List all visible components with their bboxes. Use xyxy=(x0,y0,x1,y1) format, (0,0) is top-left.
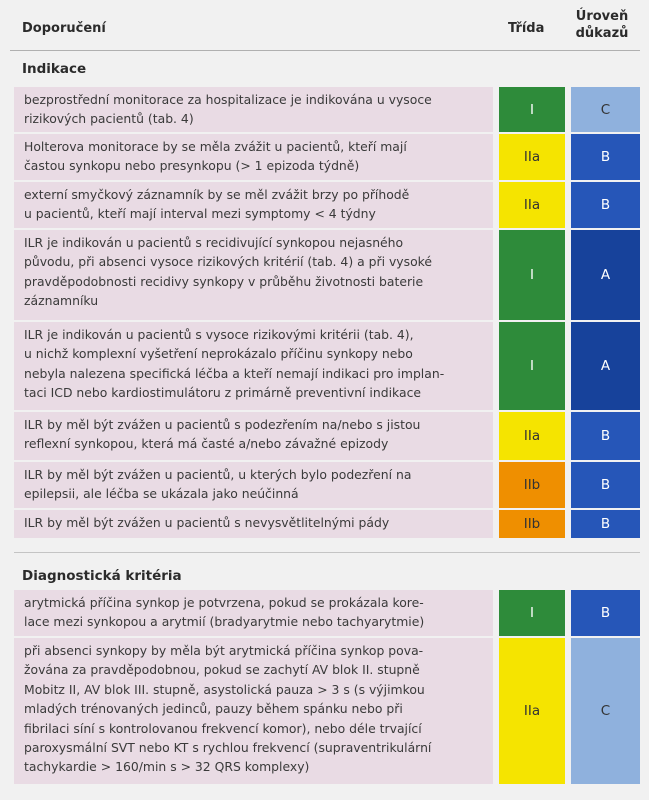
recommendation-text-line: lace mezi synkopou a arytmií (bradyarytm… xyxy=(24,614,425,630)
recommendation-text: externí smyčkový záznamník by se měl zvá… xyxy=(14,182,493,228)
recommendation-text-line: ILR je indikován u pacientů s vysoce riz… xyxy=(24,327,414,342)
recommendation-text-line: původu, při absenci vysoce rizikových kr… xyxy=(24,254,433,270)
recommendation-text: Holterova monitorace by se měla zvážit u… xyxy=(14,134,493,180)
class-cell: IIb xyxy=(499,510,565,538)
class-cell: I xyxy=(499,322,565,410)
class-cell: I xyxy=(499,590,565,636)
evidence-level-cell: B xyxy=(571,590,640,636)
recommendation-text-line: fibrilaci síní s kontrolovanou frekvencí… xyxy=(24,720,422,736)
recommendation-text-line: rizikových pacientů (tab. 4) xyxy=(24,111,194,127)
class-cell: I xyxy=(499,230,565,320)
recommendation-text-line: tachykardie > 160/min s > 32 QRS komplex… xyxy=(24,759,310,775)
evidence-level-cell: B xyxy=(571,182,640,228)
table-row: při absenci synkopy by měla být arytmick… xyxy=(14,638,640,784)
column-header-recommendations: Doporučení xyxy=(22,21,106,36)
table-row: bezprostřední monitorace za hospitalizac… xyxy=(14,87,640,132)
recommendation-text-line: ILR by měl být zvážen u pacientů, u kter… xyxy=(24,467,412,482)
recommendation-text-line: nebyla nalezena specifická léčba a kteří… xyxy=(24,365,445,381)
class-cell: IIa xyxy=(499,412,565,460)
table-row: Holterova monitorace by se měla zvážit u… xyxy=(14,134,640,180)
section-title: Indikace xyxy=(22,61,87,77)
evidence-level-cell: B xyxy=(571,510,640,538)
recommendation-text-line: externí smyčkový záznamník by se měl zvá… xyxy=(24,187,410,202)
recommendation-text-line: při absenci synkopy by měla být arytmick… xyxy=(24,643,424,658)
recommendation-text-line: ILR by měl být zvážen u pacientů s podez… xyxy=(24,417,421,432)
recommendation-text-line: mladých trénovaných jedinců, pauzy během… xyxy=(24,701,403,717)
section-title: Diagnostická kritéria xyxy=(22,568,182,584)
evidence-level-cell: A xyxy=(571,322,640,410)
class-cell: IIb xyxy=(499,462,565,508)
recommendation-text-line: ILR by měl být zvážen u pacientů s nevys… xyxy=(24,515,390,530)
recommendation-text: ILR je indikován u pacientů s recidivují… xyxy=(14,230,493,320)
recommendation-text-line: bezprostřední monitorace za hospitalizac… xyxy=(24,92,432,107)
recommendation-text-line: pravděpodobnosti recidivy synkopy v průb… xyxy=(24,273,424,289)
recommendation-text: ILR by měl být zvážen u pacientů s podez… xyxy=(14,412,493,460)
evidence-level-cell: C xyxy=(571,87,640,132)
recommendation-text-line: u pacientů, kteří mají interval mezi sym… xyxy=(24,206,376,222)
recommendation-text-line: epilepsii, ale léčba se ukázala jako neú… xyxy=(24,486,299,502)
table-row: ILR je indikován u pacientů s recidivují… xyxy=(14,230,640,320)
table-row: ILR by měl být zvážen u pacientů, u kter… xyxy=(14,462,640,508)
recommendation-text-line: ILR je indikován u pacientů s recidivují… xyxy=(24,235,404,250)
recommendation-text-line: Holterova monitorace by se měla zvážit u… xyxy=(24,139,407,154)
recommendation-text-line: arytmická příčina synkop je potvrzena, p… xyxy=(24,595,424,610)
evidence-level-cell: A xyxy=(571,230,640,320)
recommendation-text-line: reflexní synkopou, která má časté a/nebo… xyxy=(24,436,389,452)
recommendation-text-line: taci ICD nebo kardiostimulátoru z primár… xyxy=(24,385,422,401)
table-row: ILR by měl být zvážen u pacientů s nevys… xyxy=(14,510,640,538)
recommendation-text-line: žována za pravděpodobnou, pokud se zachy… xyxy=(24,662,420,678)
evidence-level-cell: C xyxy=(571,638,640,784)
recommendation-text: bezprostřední monitorace za hospitalizac… xyxy=(14,87,493,132)
table-row: ILR by měl být zvážen u pacientů s podez… xyxy=(14,412,640,460)
column-header-evidence-level: Úroveň důkazů xyxy=(566,8,638,42)
evidence-level-cell: B xyxy=(571,412,640,460)
table-row: arytmická příčina synkop je potvrzena, p… xyxy=(14,590,640,636)
column-header-evidence-level-line1: Úroveň xyxy=(575,9,629,24)
recommendation-text: ILR by měl být zvážen u pacientů s nevys… xyxy=(14,510,493,538)
recommendation-text: arytmická příčina synkop je potvrzena, p… xyxy=(14,590,493,636)
recommendation-text-line: Mobitz II, AV blok III. stupně, asystoli… xyxy=(24,681,425,697)
recommendation-text-line: záznamníku xyxy=(24,293,99,309)
recommendation-text: ILR by měl být zvážen u pacientů, u kter… xyxy=(14,462,493,508)
recommendation-text: při absenci synkopy by měla být arytmick… xyxy=(14,638,493,784)
column-header-class: Třída xyxy=(508,21,545,36)
table-row: ILR je indikován u pacientů s vysoce riz… xyxy=(14,322,640,410)
class-cell: IIa xyxy=(499,638,565,784)
class-cell: I xyxy=(499,87,565,132)
table-row: externí smyčkový záznamník by se měl zvá… xyxy=(14,182,640,228)
section-divider xyxy=(14,552,640,553)
recommendation-text: ILR je indikován u pacientů s vysoce riz… xyxy=(14,322,493,410)
recommendation-text-line: častou synkopu nebo presynkopu (> 1 epiz… xyxy=(24,158,360,174)
class-cell: IIa xyxy=(499,182,565,228)
class-cell: IIa xyxy=(499,134,565,180)
evidence-level-cell: B xyxy=(571,134,640,180)
evidence-level-cell: B xyxy=(571,462,640,508)
column-header-evidence-level-line2: důkazů xyxy=(575,26,629,41)
recommendation-text-line: u nichž komplexní vyšetření neprokázalo … xyxy=(24,346,413,362)
header-divider xyxy=(10,50,640,51)
recommendation-text-line: paroxysmální SVT nebo KT s rychlou frekv… xyxy=(24,740,432,756)
